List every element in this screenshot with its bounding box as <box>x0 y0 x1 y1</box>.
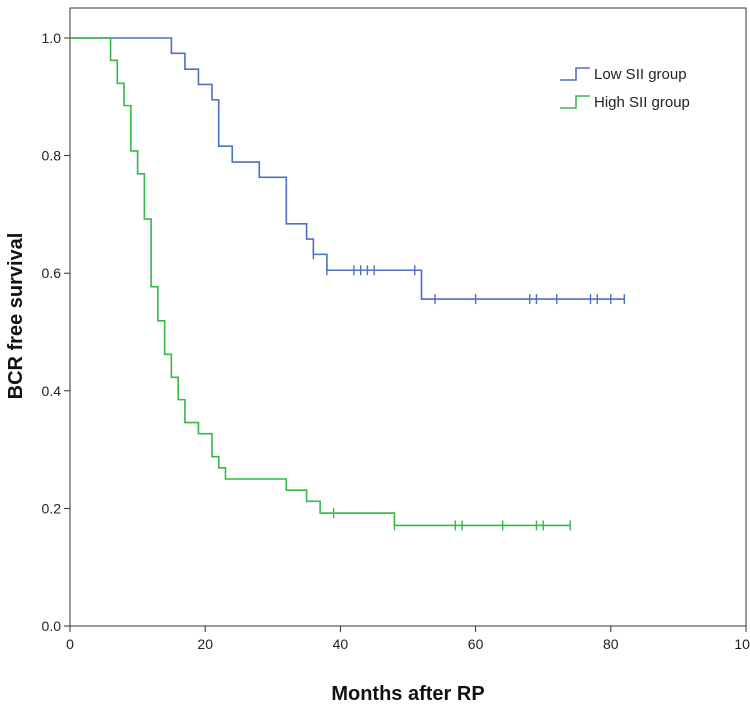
legend-swatch <box>560 95 590 109</box>
x-tick-label: 0 <box>66 636 74 652</box>
legend: Low SII group High SII group <box>560 66 690 111</box>
x-tick-label: 60 <box>468 636 484 652</box>
y-tick-label: 0.0 <box>42 618 62 634</box>
y-axis-title: BCR free survival <box>5 233 27 400</box>
y-tick-label: 0.8 <box>42 148 62 164</box>
x-tick-label: 80 <box>603 636 619 652</box>
y-axis: 0.0 0.2 0.4 0.6 0.8 1.0 <box>42 30 70 634</box>
legend-label: Low SII group <box>594 66 687 83</box>
x-axis: 0 20 40 60 80 100 <box>66 626 750 652</box>
y-tick-label: 0.4 <box>42 383 62 399</box>
legend-label: High SII group <box>594 94 690 111</box>
y-tick-label: 0.6 <box>42 265 62 281</box>
x-axis-title: Months after RP <box>331 683 484 705</box>
series-high-sii-group <box>70 37 571 531</box>
x-tick-label: 100 <box>734 636 750 652</box>
y-tick-label: 1.0 <box>42 30 62 46</box>
x-tick-label: 20 <box>197 636 213 652</box>
step-line-high-sii-group <box>70 37 571 527</box>
plot-area <box>69 7 747 627</box>
y-tick-label: 0.2 <box>42 500 62 516</box>
x-tick-label: 40 <box>333 636 349 652</box>
step-line-low-sii-group <box>70 37 625 300</box>
series-layer <box>70 37 626 531</box>
legend-swatch <box>560 67 590 81</box>
series-low-sii-group <box>70 37 626 305</box>
